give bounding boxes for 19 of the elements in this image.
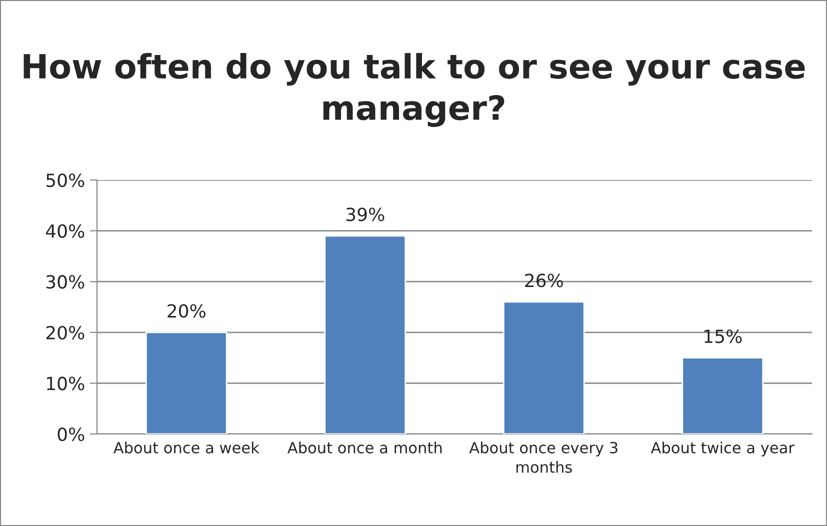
y-tick-label: 50%: [46, 173, 84, 188]
y-tick-label: 30%: [46, 275, 84, 289]
data-label: 15%: [704, 330, 742, 344]
x-tick-label: About once every 3 months: [469, 442, 618, 473]
data-label: 26%: [525, 274, 563, 288]
bar: [502, 301, 585, 434]
bar: [145, 332, 228, 434]
bar: [682, 357, 764, 434]
x-tick-label: About once a month: [287, 442, 442, 454]
y-tick-label: 40%: [46, 224, 84, 238]
y-tick-label: 10%: [47, 376, 84, 390]
x-tick-label: About once a week: [113, 442, 260, 454]
bar: [324, 235, 406, 434]
y-tick-label: 0%: [58, 427, 84, 442]
data-label: 20%: [168, 304, 206, 318]
x-tick-label: About twice a year: [650, 442, 794, 456]
data-label: 39%: [346, 208, 384, 222]
chart-title: How often do you talk to or see your case manager?: [24, 53, 805, 127]
y-tick-label: 20%: [46, 326, 84, 340]
